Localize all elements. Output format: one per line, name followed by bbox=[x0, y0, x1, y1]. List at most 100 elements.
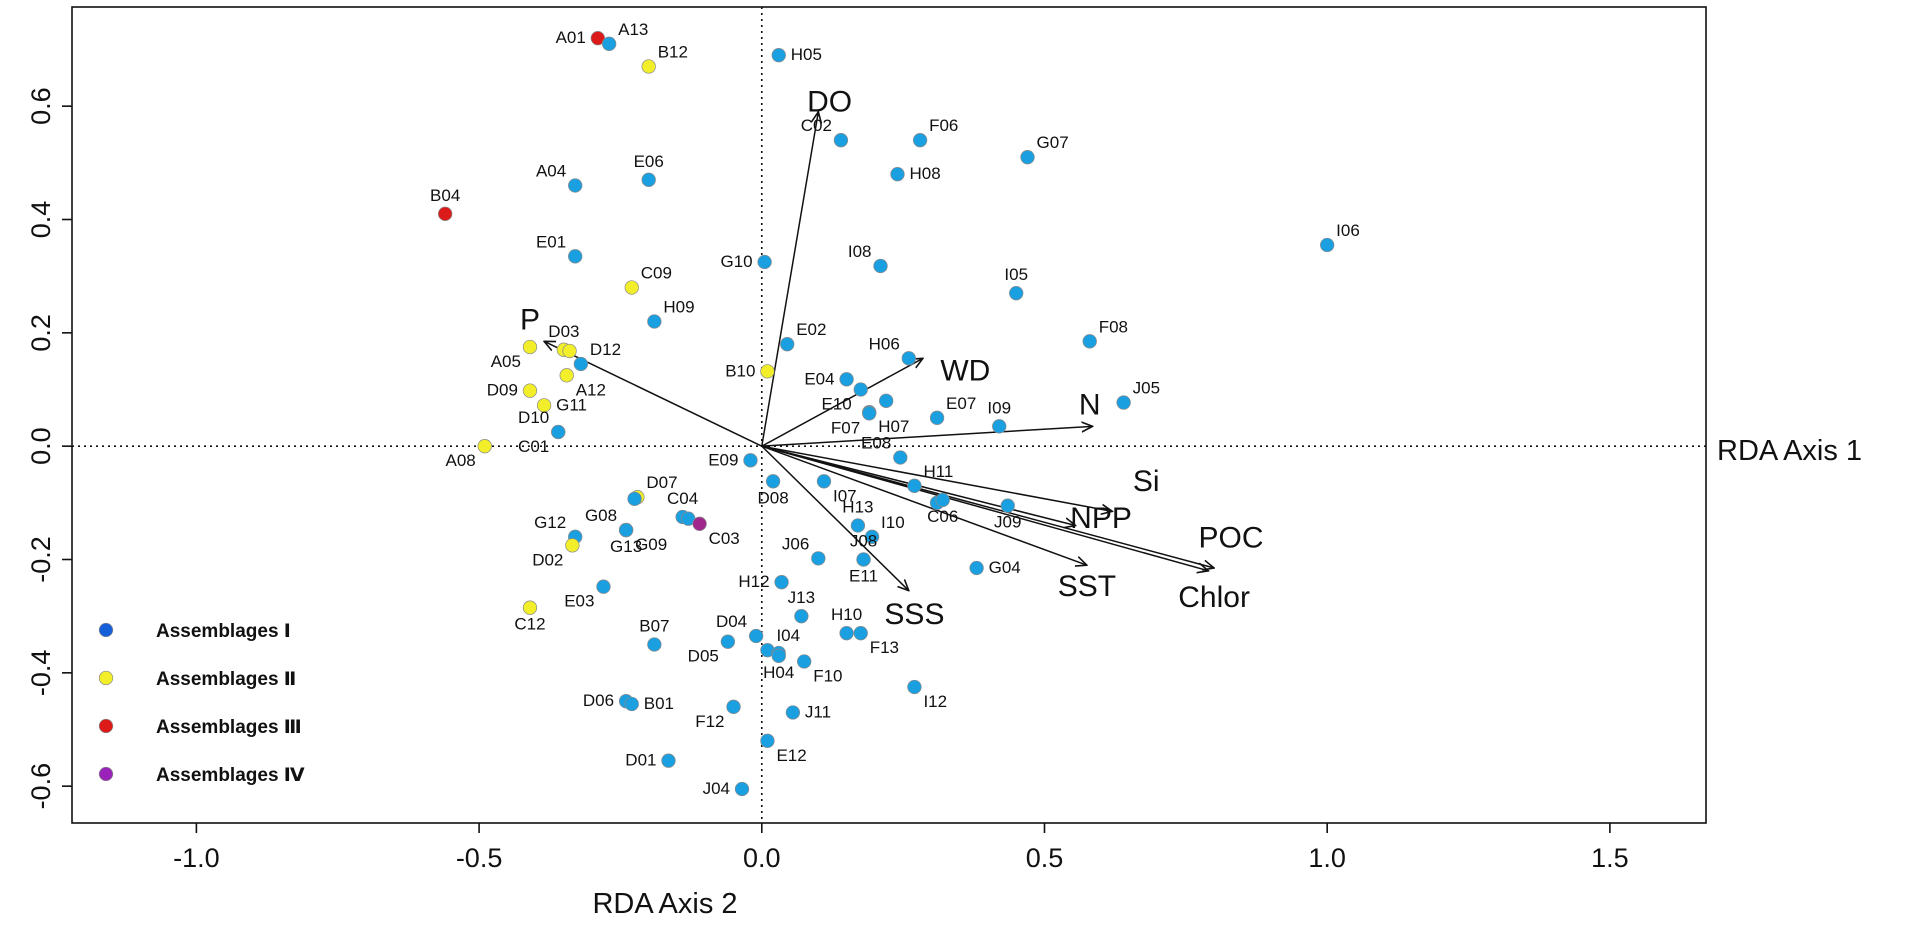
legend-marker-i bbox=[98, 622, 114, 638]
site-point-a12 bbox=[559, 368, 574, 383]
site-point-d05 bbox=[720, 634, 736, 649]
site-label: I05 bbox=[1004, 265, 1028, 284]
site-point-h09 bbox=[647, 314, 662, 329]
site-label: F06 bbox=[929, 116, 958, 135]
site-label: E02 bbox=[796, 320, 826, 339]
site-point-f10 bbox=[797, 654, 812, 669]
site-label: J08 bbox=[850, 532, 877, 551]
site-label: G08 bbox=[585, 506, 617, 525]
site-label: D03 bbox=[548, 322, 579, 341]
legend-marker-iii bbox=[98, 718, 114, 734]
x-tick-label: 1.0 bbox=[1308, 843, 1346, 873]
site-label: G12 bbox=[534, 513, 566, 532]
site-point-d01 bbox=[661, 753, 676, 768]
site-label: E01 bbox=[536, 232, 566, 251]
site-label: D10 bbox=[518, 408, 549, 427]
site-point-g13 bbox=[618, 522, 634, 538]
site-label: I07 bbox=[833, 486, 857, 505]
x-axis-title: RDA Axis 2 bbox=[592, 888, 737, 920]
site-label: D06 bbox=[583, 691, 614, 710]
env-vector-sst bbox=[761, 445, 1087, 565]
site-label: J13 bbox=[788, 588, 815, 607]
site-point-a13 bbox=[601, 36, 617, 51]
site-label: F13 bbox=[870, 638, 899, 657]
site-label: B01 bbox=[644, 694, 674, 713]
site-point-b07 bbox=[647, 637, 662, 652]
legend-label: Assemblages Ⅰ bbox=[156, 621, 291, 642]
site-label: E06 bbox=[634, 152, 664, 171]
site-label: D02 bbox=[532, 550, 563, 569]
site-label: C04 bbox=[667, 489, 698, 508]
site-label: C02 bbox=[801, 116, 832, 135]
site-point-unlabeled bbox=[562, 343, 577, 359]
site-label: D04 bbox=[716, 612, 747, 631]
site-label: G04 bbox=[989, 558, 1021, 577]
y-tick-label: 0.4 bbox=[26, 201, 56, 239]
env-vector-chlor bbox=[761, 445, 1209, 571]
site-label: F07 bbox=[831, 418, 860, 437]
site-label: I08 bbox=[848, 242, 872, 261]
site-point-a04 bbox=[568, 178, 583, 193]
site-label: D09 bbox=[487, 381, 518, 400]
site-label: D08 bbox=[757, 488, 788, 507]
site-label: A04 bbox=[536, 162, 566, 181]
site-point-j11 bbox=[785, 705, 801, 720]
site-label: G13 bbox=[610, 537, 642, 556]
site-point-e12 bbox=[760, 733, 775, 748]
site-label: H07 bbox=[878, 417, 909, 436]
y-tick-label: 0.0 bbox=[26, 427, 56, 465]
site-label: I04 bbox=[776, 626, 800, 645]
site-point-b10 bbox=[760, 364, 775, 379]
x-tick-label: 1.5 bbox=[1591, 843, 1629, 873]
site-label: F12 bbox=[695, 712, 724, 731]
env-vector-si bbox=[761, 445, 1113, 511]
site-label: J11 bbox=[805, 703, 831, 722]
site-point-unlabeled bbox=[627, 491, 642, 507]
site-point-e03 bbox=[596, 579, 611, 594]
env-vector-label: WD bbox=[940, 354, 990, 387]
site-label: A12 bbox=[576, 380, 606, 399]
site-point-j04 bbox=[734, 781, 750, 797]
site-label: C09 bbox=[641, 264, 672, 283]
site-point-e01 bbox=[568, 249, 583, 264]
x-tick-label: 0.0 bbox=[743, 843, 781, 873]
site-point-d09 bbox=[522, 383, 538, 398]
env-vector-label: Si bbox=[1133, 465, 1160, 498]
site-point-i06 bbox=[1320, 237, 1335, 253]
site-label: D05 bbox=[688, 647, 719, 666]
y-tick-label: -0.4 bbox=[26, 650, 56, 697]
site-label: F08 bbox=[1099, 317, 1128, 336]
site-label: I12 bbox=[923, 692, 947, 711]
site-label: H06 bbox=[869, 334, 900, 353]
site-label: H09 bbox=[663, 298, 694, 317]
site-label: H05 bbox=[791, 45, 822, 64]
site-label: D07 bbox=[646, 473, 677, 492]
site-label: E09 bbox=[708, 450, 738, 469]
site-label: J09 bbox=[994, 513, 1021, 532]
site-point-c09 bbox=[624, 280, 639, 295]
site-label: H13 bbox=[842, 498, 873, 517]
env-vector-sss bbox=[761, 445, 909, 591]
y-axis-title: RDA Axis 1 bbox=[1717, 435, 1862, 467]
site-label: C03 bbox=[709, 529, 740, 548]
y-tick-label: 0.6 bbox=[26, 87, 56, 125]
site-point-unlabeled bbox=[879, 393, 894, 408]
site-point-h08 bbox=[890, 167, 905, 182]
env-vector-label: P bbox=[520, 303, 540, 336]
site-point-h12 bbox=[774, 575, 789, 590]
env-vector-label: DO bbox=[807, 85, 852, 118]
site-point-i12 bbox=[907, 679, 922, 695]
site-point-c03 bbox=[692, 516, 707, 531]
site-point-c06 bbox=[935, 492, 950, 508]
env-vector-label: N bbox=[1079, 388, 1101, 421]
y-tick-label: 0.2 bbox=[26, 314, 56, 352]
env-vector-label: NPP bbox=[1070, 502, 1132, 535]
site-point-d02 bbox=[565, 538, 580, 553]
site-label: H11 bbox=[923, 462, 953, 481]
legend-marker-iv bbox=[98, 766, 114, 782]
site-point-e02 bbox=[780, 337, 795, 352]
site-point-d08 bbox=[765, 474, 781, 489]
site-point-d04 bbox=[748, 628, 764, 644]
site-label: A01 bbox=[556, 28, 586, 47]
